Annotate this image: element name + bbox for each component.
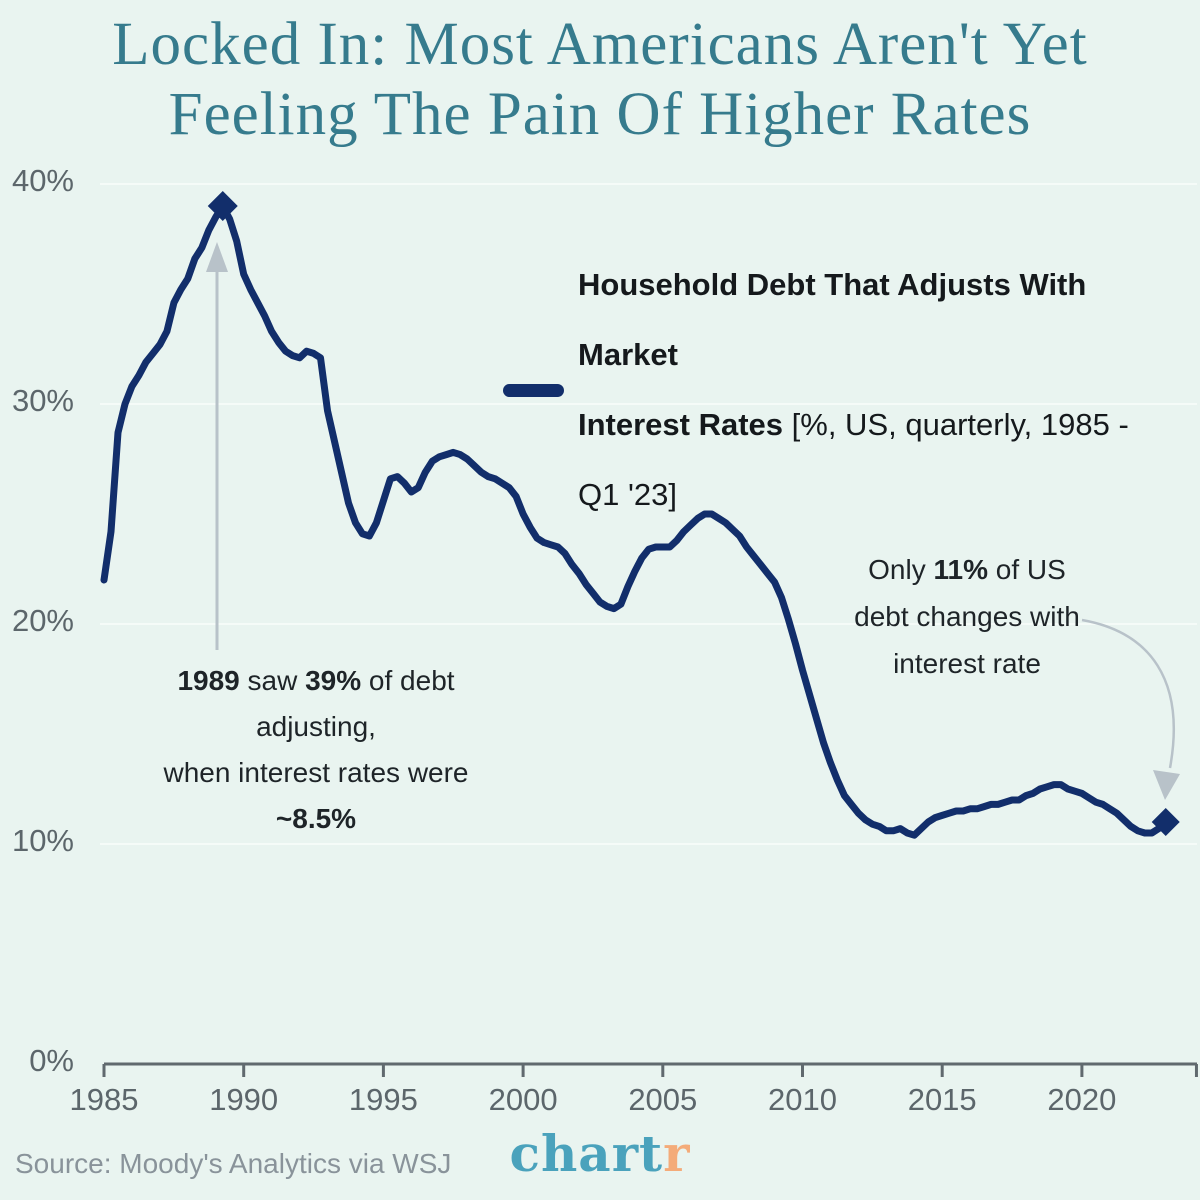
annotation-latest-line1: Only 11% of US [868, 554, 1066, 585]
series-line-path [100, 202, 1170, 839]
annotation-latest-line3: interest rate [893, 648, 1041, 679]
legend-line-swatch [503, 383, 564, 397]
marker-diamond-icon-1989 [207, 191, 238, 221]
x-axis-label-2015: 2015 [907, 1082, 977, 1117]
page-title-line2: Feeling The Pain Of Higher Rates [168, 81, 1032, 148]
y-axis-label-40: 40% [11, 163, 74, 198]
annotation-1989-peak: 1989 saw 39% of debt adjusting, when int… [120, 658, 512, 842]
legend-text: Household Debt That Adjusts With Market … [578, 250, 1163, 530]
chartr-logo-chart: chart [509, 1124, 664, 1183]
x-axis-label-1985: 1985 [69, 1082, 139, 1117]
chartr-logo: chartr [0, 1124, 1200, 1183]
source-credit: Source: Moody's Analytics via WSJ [15, 1148, 452, 1179]
legend: Household Debt That Adjusts With Market … [503, 250, 1163, 530]
x-axis-label-2020: 2020 [1047, 1082, 1117, 1117]
y-axis-label-10: 10% [11, 823, 74, 858]
page-title-line1: Locked In: Most Americans Aren't Yet [112, 11, 1088, 78]
y-axis-label-20: 20% [11, 603, 74, 638]
x-axis-label-2000: 2000 [488, 1082, 558, 1117]
x-axis-label-2010: 2010 [768, 1082, 837, 1117]
peak-arrow-head-icon [206, 242, 228, 272]
page-title: Locked In: Most Americans Aren't Yet Fee… [0, 10, 1200, 150]
x-axis-label-1995: 1995 [348, 1082, 418, 1117]
legend-series-name-line2: Interest Rates [578, 407, 784, 442]
latest-arrow-head-icon [1153, 770, 1180, 800]
annotation-latest: Only 11% of US debt changes with interes… [846, 546, 1088, 687]
y-axis-label-0: 0% [29, 1043, 74, 1078]
latest-arrow-curve [1081, 618, 1175, 769]
legend-series-qualifier: [%, US, quarterly, 1985 - Q1 '23] [578, 407, 1129, 512]
annotation-1989-line2: when interest rates were ~8.5% [163, 757, 469, 834]
marker-diamond-icon-2023 [1151, 808, 1180, 836]
x-axis-label-2005: 2005 [628, 1082, 698, 1117]
y-axis-label-30: 30% [11, 383, 74, 418]
annotation-latest-line2: debt changes with [854, 601, 1080, 632]
annotation-1989-line1: 1989 saw 39% of debt adjusting, [177, 665, 455, 742]
chartr-logo-r: r [663, 1124, 691, 1183]
legend-series-name-line1: Household Debt That Adjusts With Market [578, 267, 1087, 372]
x-axis-label-1990: 1990 [209, 1082, 279, 1117]
